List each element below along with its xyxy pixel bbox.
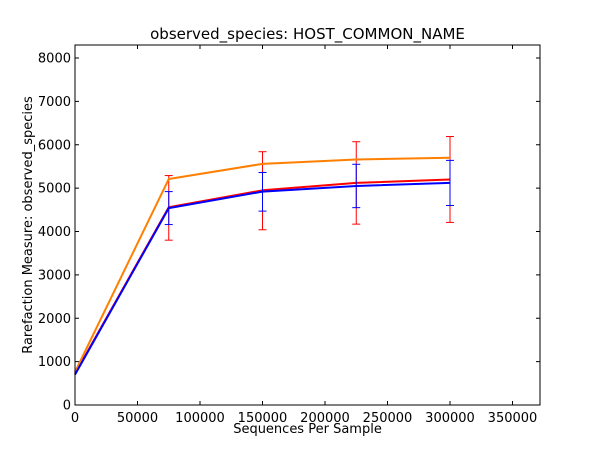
series-line — [74, 181, 451, 376]
y-tick-label: 3000 — [38, 268, 71, 283]
y-axis-label: Rarefaction Measure: observed_species — [21, 96, 36, 354]
y-tick-label: 5000 — [38, 182, 71, 197]
series-1 — [74, 156, 451, 373]
y-tick-label: 0 — [63, 399, 71, 414]
x-axis-label: Sequences Per Sample — [233, 422, 382, 437]
axes-frame — [74, 44, 541, 406]
x-tick-label: 200000 — [300, 411, 350, 426]
y-tick-label: 1000 — [38, 355, 71, 370]
x-tick-label: 300000 — [425, 411, 475, 426]
y-tick-label: 8000 — [38, 52, 71, 67]
x-tick-label: 350000 — [488, 411, 538, 426]
series-2 — [74, 159, 454, 376]
x-axis: 0 50000 100000 150000 200000 250000 300000 3500… — [71, 45, 537, 426]
chart-title: observed_species: HOST_COMMON_NAME — [150, 25, 465, 44]
plot-area — [74, 136, 454, 376]
y-tick-label: 4000 — [38, 225, 71, 240]
x-tick-label: 50000 — [117, 411, 158, 426]
y-tick-label: 6000 — [38, 138, 71, 153]
x-tick-label: 100000 — [175, 411, 225, 426]
x-tick-label: 150000 — [238, 411, 288, 426]
y-axis: 0 1000 2000 3000 4000 5000 6000 7000 8000 — [38, 52, 540, 414]
series-line — [74, 156, 451, 373]
y-tick-label: 2000 — [38, 312, 71, 327]
x-tick-label: 250000 — [363, 411, 413, 426]
x-tick-label: 0 — [71, 411, 79, 426]
y-tick-label: 7000 — [38, 95, 71, 110]
